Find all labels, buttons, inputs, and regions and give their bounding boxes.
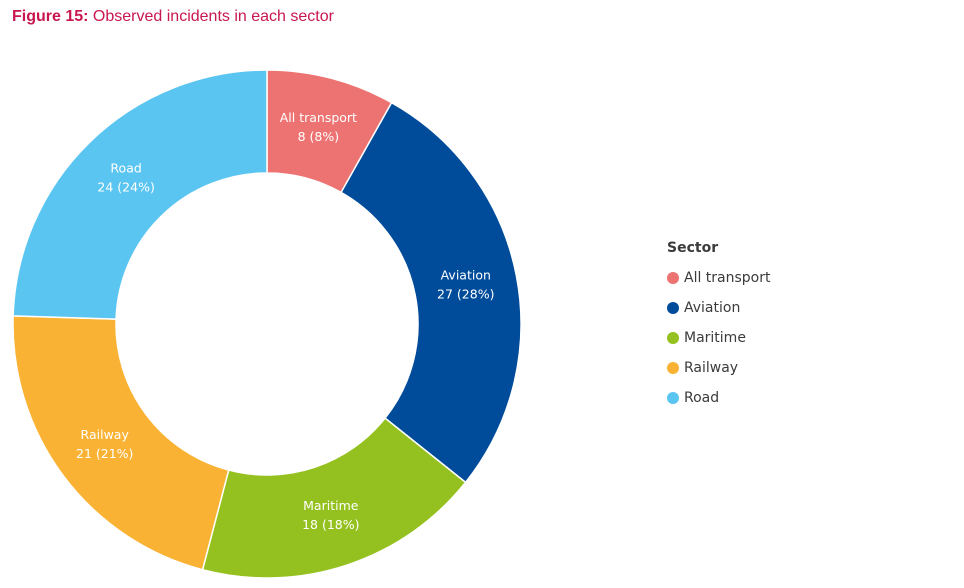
slice-maritime [201, 417, 467, 579]
legend-items: All transport Aviation Maritime Railway Road [667, 263, 771, 413]
slice-label-maritime: Maritime [303, 498, 359, 513]
legend: Sector All transport Aviation Maritime Rail… [667, 240, 771, 413]
legend-item-road: Road [667, 383, 771, 413]
slice-label-aviation: Aviation [441, 267, 491, 282]
legend-label-road: Road [684, 390, 720, 406]
slice-label-road: Road [110, 161, 141, 176]
legend-marker-maritime [667, 332, 679, 344]
figure-title-text: Observed incidents in each sector [92, 8, 334, 25]
legend-marker-road [667, 392, 679, 404]
slice-label-all-transport: All transport [280, 110, 357, 125]
legend-marker-aviation [667, 302, 679, 314]
slice-aviation [340, 101, 522, 484]
legend-label-all-transport: All transport [684, 270, 771, 286]
slice-railway [12, 315, 230, 571]
slice-value-aviation: 27 (28%) [437, 286, 494, 301]
legend-item-aviation: Aviation [667, 293, 771, 323]
slice-value-all-transport: 8 (8%) [298, 129, 340, 144]
legend-label-maritime: Maritime [684, 330, 746, 346]
legend-item-maritime: Maritime [667, 323, 771, 353]
figure-title: Figure 15: Observed incidents in each se… [12, 8, 334, 26]
slice-value-maritime: 18 (18%) [302, 517, 359, 532]
legend-marker-railway [667, 362, 679, 374]
slice-label-railway: Railway [81, 427, 130, 442]
legend-marker-all-transport [667, 272, 679, 284]
legend-label-aviation: Aviation [684, 300, 741, 316]
slice-value-railway: 21 (21%) [76, 446, 133, 461]
legend-item-railway: Railway [667, 353, 771, 383]
legend-item-all-transport: All transport [667, 263, 771, 293]
legend-label-railway: Railway [684, 360, 739, 376]
legend-title: Sector [667, 240, 719, 256]
slice-road [12, 69, 268, 320]
slice-value-road: 24 (24%) [97, 180, 154, 195]
figure-number: Figure 15: [12, 8, 89, 25]
